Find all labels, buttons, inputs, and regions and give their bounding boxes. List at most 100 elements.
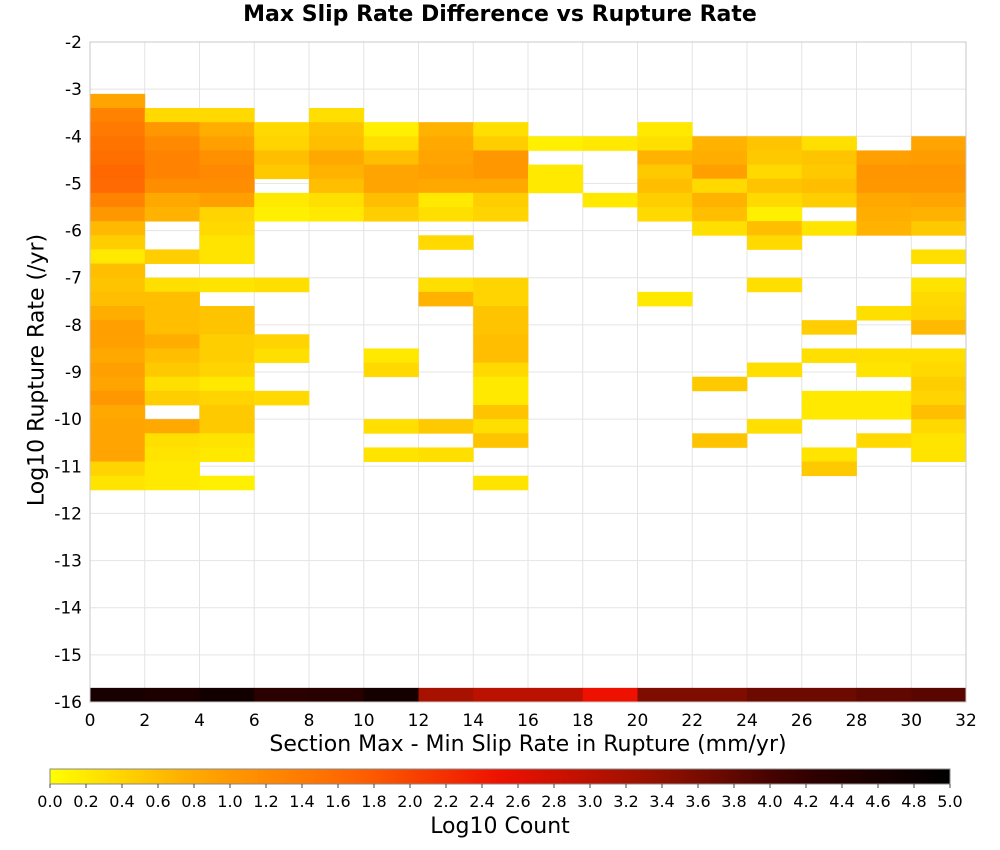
heatmap-cell <box>473 122 529 137</box>
heatmap-cell <box>90 320 146 335</box>
heatmap-cell <box>911 192 967 208</box>
heatmap-cell <box>418 687 474 703</box>
x-tick-label: 24 <box>736 711 758 731</box>
y-tick-label: -4 <box>65 127 82 147</box>
colorbar-tick-label: 2.2 <box>433 792 458 811</box>
heatmap-cell <box>90 136 146 151</box>
heatmap-cell <box>144 192 200 208</box>
heatmap-cell <box>199 178 255 194</box>
heatmap-cell <box>254 334 310 349</box>
heatmap-cell <box>309 136 365 151</box>
colorbar-tick-label: 4.8 <box>901 792 926 811</box>
colorbar-tick-label: 3.0 <box>577 792 602 811</box>
y-tick-label: -2 <box>65 33 82 53</box>
heatmap-cell <box>144 164 200 180</box>
heatmap-cell <box>801 447 857 462</box>
y-tick-label: -15 <box>54 646 82 666</box>
heatmap-cell <box>692 136 748 151</box>
heatmap-cell <box>637 207 693 222</box>
heatmap-cell <box>90 150 146 165</box>
heatmap-cell <box>254 687 310 703</box>
colorbar-tick-label: 0.6 <box>145 792 170 811</box>
y-tick-label: -13 <box>54 552 82 572</box>
heatmap-cell <box>856 221 912 236</box>
colorbar-tick-label: 2.0 <box>397 792 422 811</box>
x-tick-label: 14 <box>462 711 484 731</box>
x-tick-label: 6 <box>249 711 260 731</box>
heatmap-cell <box>582 136 638 151</box>
colorbar-label: Log10 Count <box>430 814 570 839</box>
heatmap-cell <box>911 207 967 222</box>
heatmap-cell <box>199 277 255 293</box>
heatmap-cell <box>911 136 967 151</box>
heatmap-cell <box>199 136 255 151</box>
heatmap-cell <box>911 433 967 448</box>
heatmap-cell <box>199 362 255 378</box>
heatmap-cell <box>856 164 912 180</box>
plot-frame <box>89 41 967 703</box>
heatmap-cell <box>254 164 310 180</box>
colorbar-tick-label: 1.8 <box>361 792 386 811</box>
colorbar-gradient <box>49 768 951 785</box>
heatmap-cell <box>747 164 803 180</box>
heatmap-cell <box>199 221 255 236</box>
heatmap-cell <box>144 320 200 335</box>
heatmap-cell <box>856 207 912 222</box>
heatmap-cell <box>254 207 310 222</box>
heatmap-cell <box>199 475 255 491</box>
heatmap-cell <box>473 320 529 335</box>
heatmap-cell <box>199 192 255 208</box>
heatmap-cell <box>473 687 529 703</box>
y-tick-label: -6 <box>65 222 82 242</box>
heatmap-cell <box>363 207 419 222</box>
heatmap-cell <box>473 334 529 349</box>
heatmap-cell <box>418 419 474 434</box>
heatmap-cell <box>144 362 200 378</box>
heatmap-cell <box>801 136 857 151</box>
heatmap-cell <box>199 320 255 335</box>
heatmap-cell <box>692 178 748 194</box>
heatmap-cell <box>911 277 967 293</box>
heatmap-cell <box>90 461 146 477</box>
x-tick-label: 32 <box>955 711 977 731</box>
x-tick-label: 26 <box>791 711 813 731</box>
heatmap-cell <box>199 249 255 264</box>
heatmap-cell <box>692 207 748 222</box>
heatmap-cell <box>144 306 200 321</box>
heatmap-cell <box>637 122 693 137</box>
y-tick-label: -11 <box>54 457 82 477</box>
colorbar-tick-label: 0.2 <box>73 792 98 811</box>
heatmap-cell <box>199 348 255 363</box>
heatmap-cell <box>144 207 200 222</box>
heatmap-cell <box>144 475 200 491</box>
heatmap-cell <box>90 306 146 321</box>
colorbar-tick-label: 0.0 <box>37 792 62 811</box>
heatmap-cell <box>801 405 857 420</box>
colorbar-tick-label: 0.4 <box>109 792 134 811</box>
x-tick-label: 12 <box>408 711 430 731</box>
heatmap-cell <box>90 390 146 406</box>
heatmap-cell <box>911 376 967 392</box>
heatmap-cell <box>254 122 310 137</box>
heatmap-cell <box>747 687 803 703</box>
heatmap-cell <box>144 687 200 703</box>
heatmap-cell <box>363 122 419 137</box>
heatmap-cell <box>418 178 474 194</box>
heatmap-cell <box>254 390 310 406</box>
heatmap-cell <box>90 433 146 448</box>
heatmap-cell <box>911 390 967 406</box>
heatmap-cell <box>199 122 255 137</box>
heatmap-cell <box>473 277 529 293</box>
colorbar-tick-label: 2.4 <box>469 792 494 811</box>
heatmap-cell <box>911 150 967 165</box>
heatmap-cell <box>856 362 912 378</box>
heatmap-cell <box>363 178 419 194</box>
heatmap-cell <box>582 687 638 703</box>
heatmap-cell <box>692 192 748 208</box>
heatmap-cell <box>747 221 803 236</box>
colorbar-tick-label: 4.6 <box>865 792 890 811</box>
heatmap-cell <box>473 150 529 165</box>
y-tick-label: -14 <box>54 599 82 619</box>
heatmap-cell <box>144 136 200 151</box>
